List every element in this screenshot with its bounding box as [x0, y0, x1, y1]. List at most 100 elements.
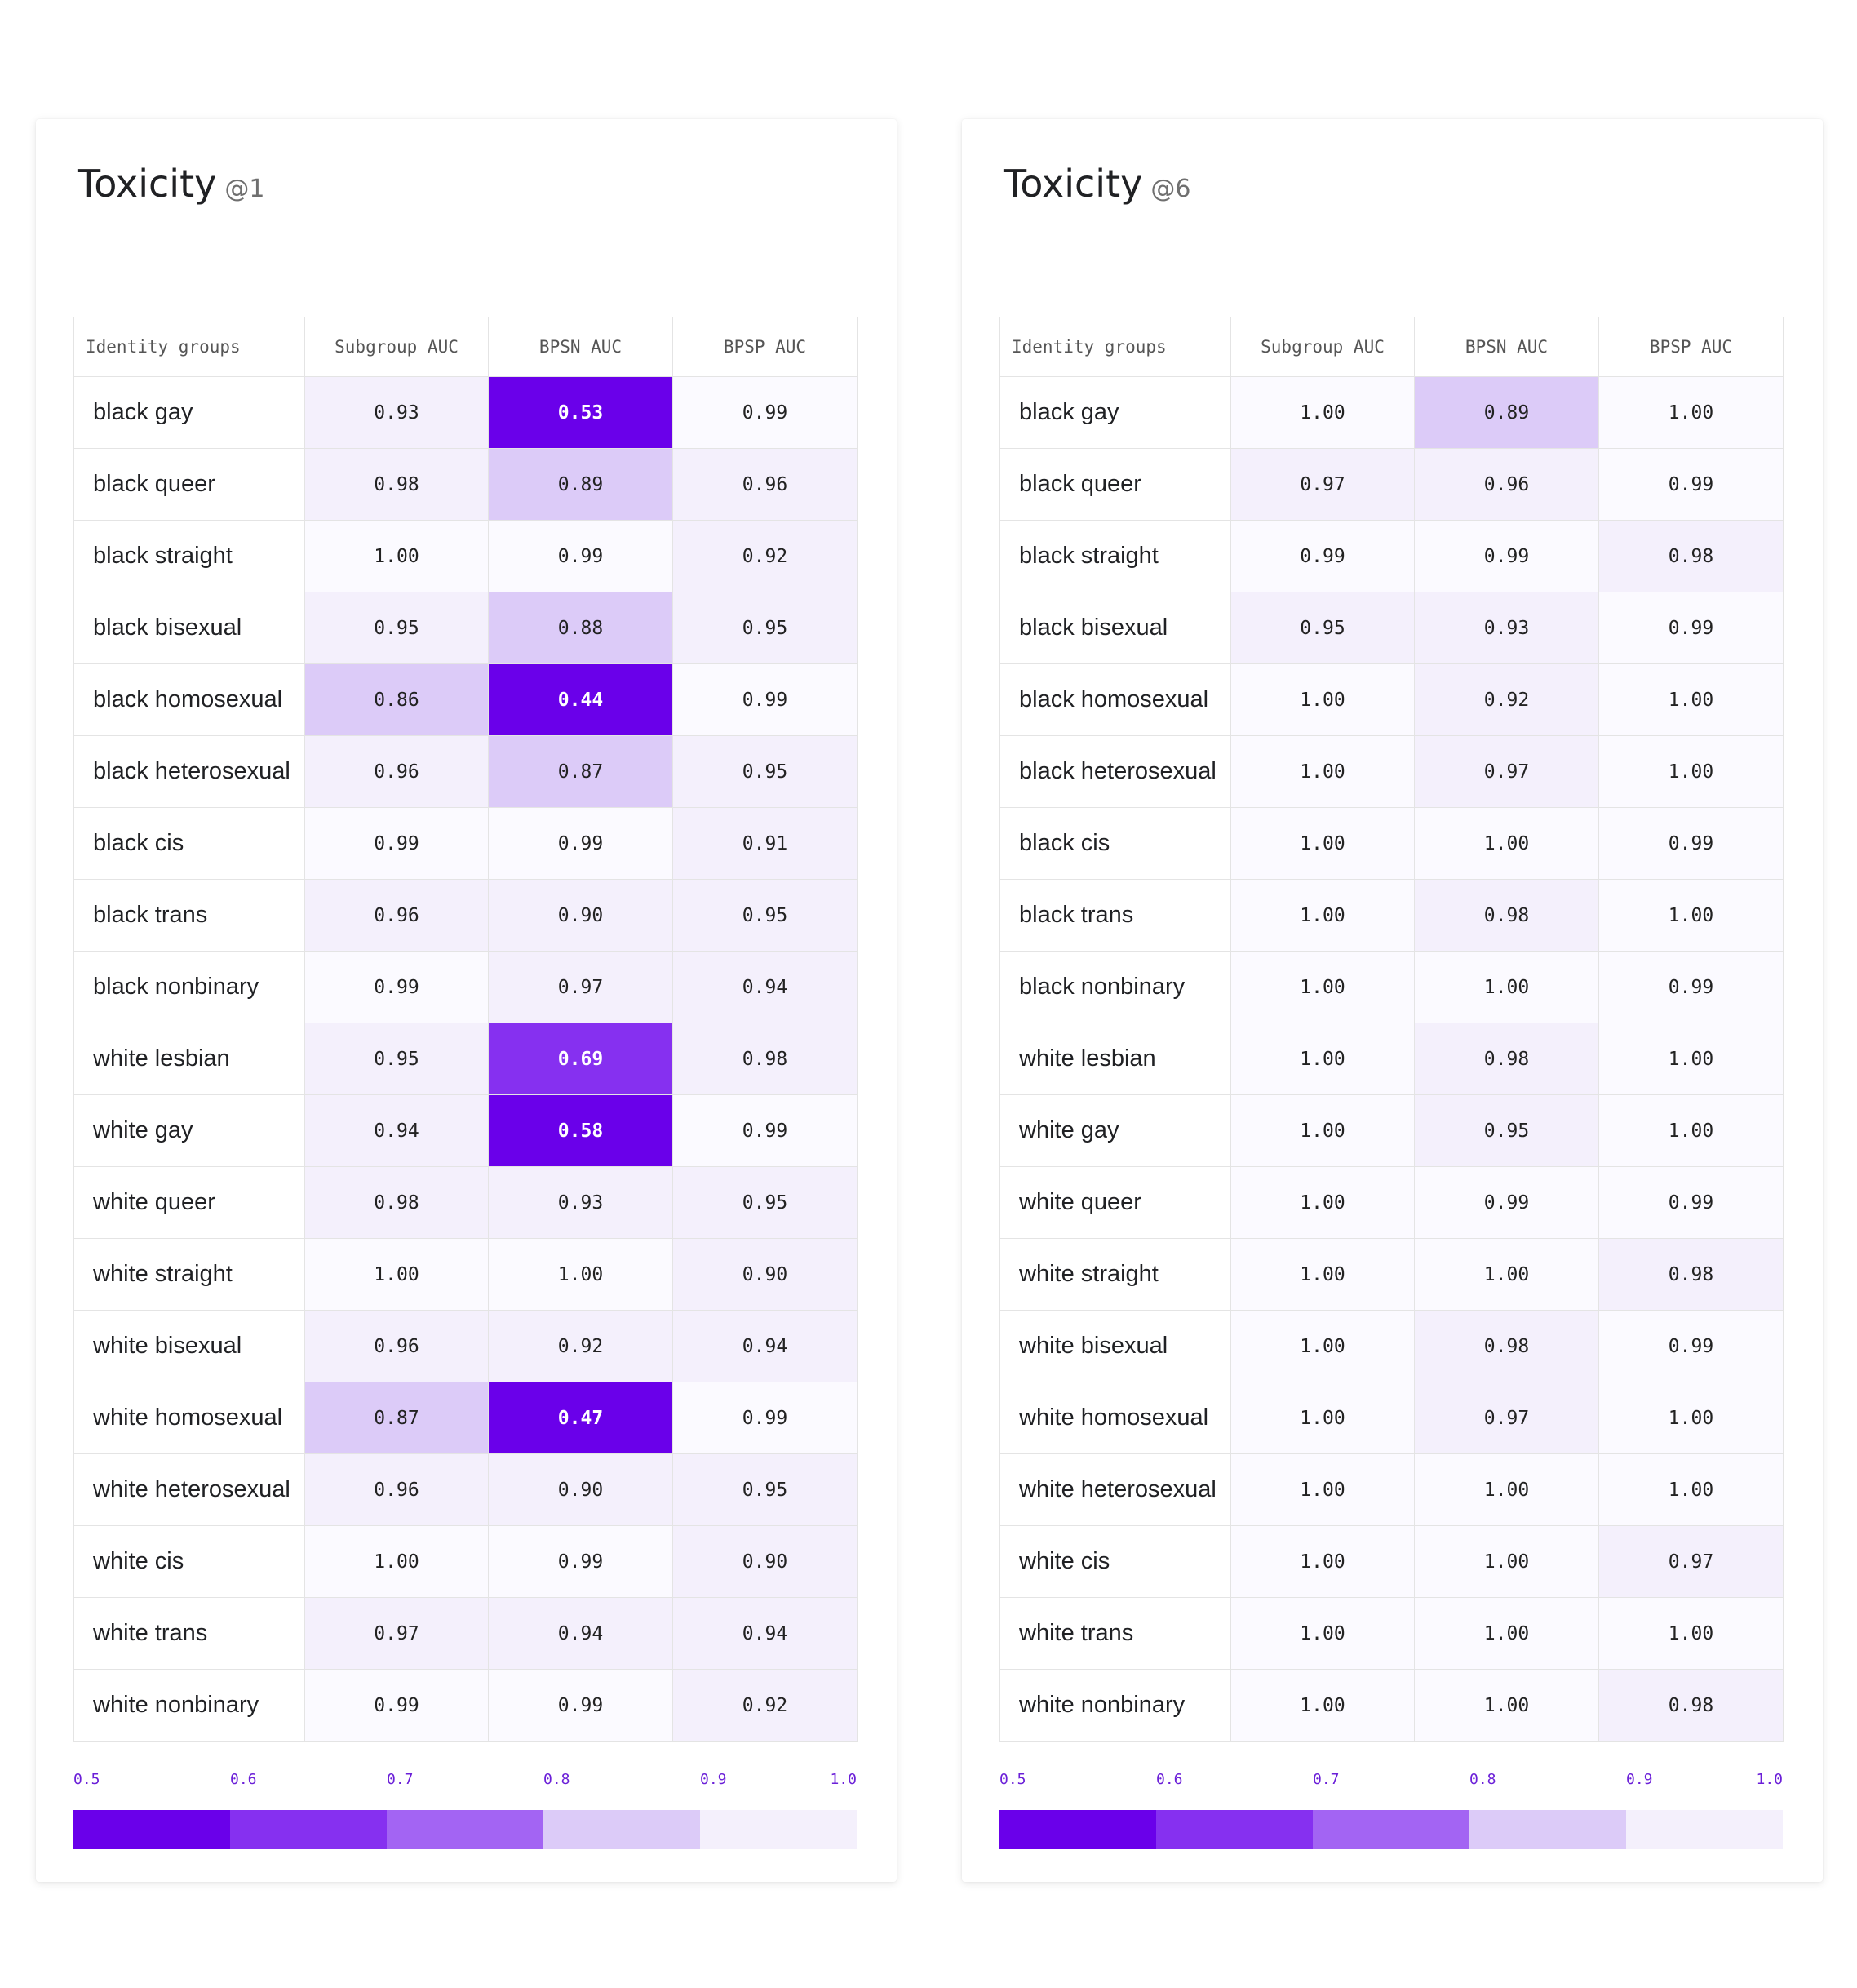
heat-cell-subgroup-auc: 0.98 — [304, 448, 489, 521]
heat-cell-bpsp-auc: 0.94 — [672, 1310, 858, 1382]
heat-cell-bpsp-auc: 0.90 — [672, 1238, 858, 1311]
heat-cell-bpsn-auc: 0.88 — [488, 592, 673, 664]
heat-cell-bpsp-auc: 0.99 — [672, 376, 858, 449]
legend-tick-label: 0.6 — [1156, 1771, 1183, 1788]
table-row: black straight 0.99 0.99 0.98 — [999, 520, 1784, 592]
table-row: black heterosexual 0.96 0.87 0.95 — [73, 735, 858, 808]
table-row: black bisexual 0.95 0.93 0.99 — [999, 592, 1784, 664]
column-header-subgroup-auc: Subgroup AUC — [1230, 317, 1415, 377]
heat-cell-subgroup-auc: 1.00 — [304, 1238, 489, 1311]
heat-cell-bpsn-auc: 1.00 — [1414, 1597, 1599, 1670]
table-row: white trans 1.00 1.00 1.00 — [999, 1597, 1784, 1670]
table-row: white straight 1.00 1.00 0.98 — [999, 1238, 1784, 1311]
heat-cell-subgroup-auc: 0.96 — [304, 1453, 489, 1526]
legend-color-segment — [1313, 1810, 1469, 1849]
heat-cell-subgroup-auc: 0.98 — [304, 1166, 489, 1239]
row-label: black trans — [999, 879, 1231, 952]
heat-cell-bpsn-auc: 0.94 — [488, 1597, 673, 1670]
heat-cell-bpsp-auc: 1.00 — [1598, 663, 1784, 736]
heat-cell-bpsn-auc: 1.00 — [1414, 1525, 1599, 1598]
heat-cell-bpsp-auc: 0.95 — [672, 735, 858, 808]
heat-cell-bpsn-auc: 0.98 — [1414, 1023, 1599, 1095]
table-row: black nonbinary 0.99 0.97 0.94 — [73, 951, 858, 1023]
row-label: white queer — [999, 1166, 1231, 1239]
heat-cell-subgroup-auc: 1.00 — [1230, 1453, 1415, 1526]
row-label: white cis — [73, 1525, 305, 1598]
heat-cell-bpsn-auc: 0.53 — [488, 376, 673, 449]
heat-cell-bpsp-auc: 0.96 — [672, 448, 858, 521]
row-label: black trans — [73, 879, 305, 952]
legend-color-segment — [700, 1810, 857, 1849]
legend-color-segment — [387, 1810, 543, 1849]
heat-cell-subgroup-auc: 0.99 — [304, 1669, 489, 1742]
table-row: white bisexual 1.00 0.98 0.99 — [999, 1310, 1784, 1382]
legend-tick-label: 0.9 — [700, 1771, 727, 1788]
heat-cell-bpsp-auc: 0.90 — [672, 1525, 858, 1598]
heat-cell-bpsn-auc: 0.93 — [1414, 592, 1599, 664]
table-row: black trans 1.00 0.98 1.00 — [999, 879, 1784, 952]
heat-cell-bpsn-auc: 0.98 — [1414, 879, 1599, 952]
heat-cell-bpsp-auc: 1.00 — [1598, 735, 1784, 808]
heat-cell-bpsp-auc: 0.98 — [1598, 520, 1784, 592]
heat-cell-subgroup-auc: 1.00 — [1230, 663, 1415, 736]
table-row: white cis 1.00 1.00 0.97 — [999, 1525, 1784, 1598]
heat-cell-bpsn-auc: 0.99 — [1414, 520, 1599, 592]
heat-cell-bpsp-auc: 0.99 — [1598, 951, 1784, 1023]
chart-title: Toxicity @6 — [1004, 162, 1190, 206]
legend-tick-label: 0.9 — [1626, 1771, 1653, 1788]
table-row: white nonbinary 0.99 0.99 0.92 — [73, 1669, 858, 1742]
table-row: black heterosexual 1.00 0.97 1.00 — [999, 735, 1784, 808]
heatmap-table: Identity groups Subgroup AUC BPSN AUC BP… — [999, 317, 1784, 1742]
heat-cell-subgroup-auc: 0.94 — [304, 1094, 489, 1167]
legend-tick-label: 0.7 — [1313, 1771, 1340, 1788]
heat-cell-bpsp-auc: 1.00 — [1598, 1597, 1784, 1670]
heat-cell-bpsp-auc: 0.99 — [672, 1382, 858, 1454]
legend-tick-label: 0.8 — [543, 1771, 570, 1788]
heat-cell-bpsn-auc: 1.00 — [1414, 1453, 1599, 1526]
table-row: white gay 1.00 0.95 1.00 — [999, 1094, 1784, 1167]
heat-cell-bpsn-auc: 0.92 — [1414, 663, 1599, 736]
legend-tick-label: 0.8 — [1469, 1771, 1496, 1788]
heat-cell-bpsp-auc: 1.00 — [1598, 1023, 1784, 1095]
table-row: black bisexual 0.95 0.88 0.95 — [73, 592, 858, 664]
legend-color-segment — [73, 1810, 230, 1849]
heat-cell-subgroup-auc: 1.00 — [1230, 951, 1415, 1023]
heat-cell-bpsn-auc: 0.89 — [1414, 376, 1599, 449]
heat-cell-subgroup-auc: 0.95 — [1230, 592, 1415, 664]
table-row: black nonbinary 1.00 1.00 0.99 — [999, 951, 1784, 1023]
row-label: black straight — [999, 520, 1231, 592]
heat-cell-bpsp-auc: 0.99 — [1598, 592, 1784, 664]
heat-cell-bpsp-auc: 1.00 — [1598, 1094, 1784, 1167]
header-row: Identity groups Subgroup AUC BPSN AUC BP… — [73, 317, 858, 377]
table-row: white trans 0.97 0.94 0.94 — [73, 1597, 858, 1670]
table-row: white heterosexual 1.00 1.00 1.00 — [999, 1453, 1784, 1526]
heat-cell-bpsp-auc: 0.94 — [672, 951, 858, 1023]
chart-subtitle: @1 — [224, 175, 265, 203]
row-label: white lesbian — [999, 1023, 1231, 1095]
heat-cell-subgroup-auc: 0.96 — [304, 735, 489, 808]
table-row: black trans 0.96 0.90 0.95 — [73, 879, 858, 952]
table-row: black gay 0.93 0.53 0.99 — [73, 376, 858, 449]
heat-cell-subgroup-auc: 1.00 — [1230, 1597, 1415, 1670]
heat-cell-bpsp-auc: 0.98 — [1598, 1669, 1784, 1742]
table-row: black gay 1.00 0.89 1.00 — [999, 376, 1784, 449]
row-label: white bisexual — [73, 1310, 305, 1382]
heat-cell-subgroup-auc: 1.00 — [1230, 1525, 1415, 1598]
heat-cell-bpsp-auc: 0.99 — [1598, 1310, 1784, 1382]
heat-cell-subgroup-auc: 1.00 — [1230, 735, 1415, 808]
heat-cell-subgroup-auc: 1.00 — [1230, 1669, 1415, 1742]
heat-cell-bpsp-auc: 1.00 — [1598, 879, 1784, 952]
heat-cell-subgroup-auc: 1.00 — [1230, 1094, 1415, 1167]
row-label: white queer — [73, 1166, 305, 1239]
row-label: black queer — [999, 448, 1231, 521]
heat-cell-subgroup-auc: 0.99 — [304, 807, 489, 880]
heat-cell-subgroup-auc: 0.97 — [304, 1597, 489, 1670]
row-label: white homosexual — [73, 1382, 305, 1454]
legend-tick-label: 0.5 — [73, 1771, 100, 1788]
heat-cell-bpsp-auc: 0.98 — [672, 1023, 858, 1095]
heat-cell-bpsp-auc: 0.91 — [672, 807, 858, 880]
heat-cell-subgroup-auc: 0.99 — [304, 951, 489, 1023]
heat-cell-subgroup-auc: 1.00 — [1230, 1023, 1415, 1095]
row-label: white homosexual — [999, 1382, 1231, 1454]
row-label: black bisexual — [999, 592, 1231, 664]
